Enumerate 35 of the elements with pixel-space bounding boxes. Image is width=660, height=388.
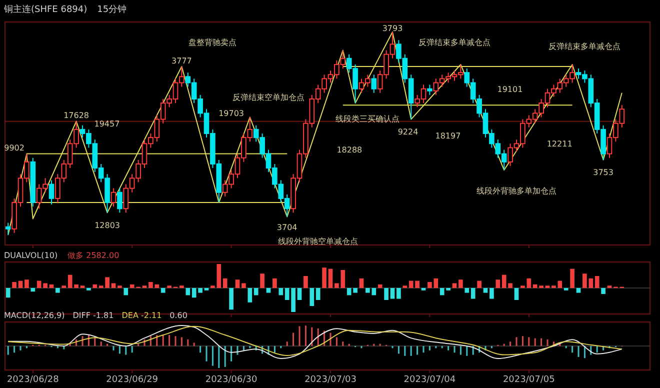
annotation: 线段外背驰多单加仓点 <box>476 186 556 196</box>
annotation: 12803 <box>94 220 120 230</box>
annotation: 反弹结束多单减仓点 <box>548 42 621 52</box>
x-tick-label: 2023/06/29 <box>106 375 158 385</box>
chart-title: MACD(12,26,9) <box>4 311 65 320</box>
chart-subtitle: 15分钟 <box>97 4 127 15</box>
annotation: 0.60 <box>170 311 188 320</box>
annotation: 盘整背驰卖点 <box>188 38 237 48</box>
annotation: 9224 <box>398 127 418 136</box>
annotation: 19457 <box>94 119 120 128</box>
annotation: 12211 <box>546 140 572 149</box>
annotation: 19101 <box>497 84 523 94</box>
annotation: 3753 <box>593 168 614 178</box>
annotation: 19703 <box>218 109 244 118</box>
annotation: 线段类三买确认点 <box>336 114 400 124</box>
x-tick-label: 2023/07/04 <box>404 375 456 385</box>
chart-title: 铜主连(SHFE 6894) <box>4 5 88 15</box>
chart-title: DUALVOL(10) <box>4 251 58 260</box>
chart-subtitle: 做多 2582.00 <box>68 251 120 260</box>
annotation: 3793 <box>382 24 403 33</box>
annotation: 9902 <box>4 144 24 153</box>
x-tick-label: 2023/06/30 <box>205 375 258 385</box>
annotation: 3777 <box>172 56 192 66</box>
x-tick-label: 2023/07/03 <box>304 375 356 385</box>
text: 线段外背驰空单减仓点 <box>278 237 358 246</box>
x-tick-label: 2023/06/28 <box>6 375 60 385</box>
annotation: 反弹结束空单加仓点 <box>232 92 304 102</box>
annotation: 反弹结束多单减仓点 <box>418 38 490 48</box>
annotation: DIFF -1.81 <box>72 311 114 320</box>
annotation: 3704 <box>276 222 298 232</box>
x-tick-label: 2023/07/05 <box>502 375 555 385</box>
annotation: DEA -2.11 <box>122 311 162 320</box>
annotation: 18288 <box>336 146 362 155</box>
annotation: 18197 <box>435 132 461 141</box>
annotation: 17628 <box>64 111 90 120</box>
